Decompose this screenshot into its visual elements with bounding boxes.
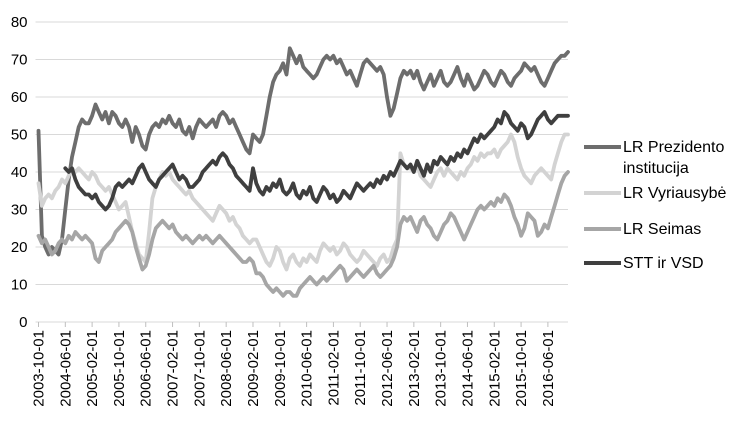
x-axis-tick-label: 2010-06-01 (299, 330, 316, 407)
series-line-stt-ir-vsd (63, 110, 570, 212)
x-axis-tick-label: 2012-06-01 (379, 330, 396, 407)
y-axis-tick-label: 40 (11, 164, 28, 181)
series-line-lr-prezidento-institucija (36, 46, 570, 257)
x-axis-tick-label: 2006-06-01 (138, 330, 155, 407)
x-axis-tick-label: 2013-02-01 (406, 330, 423, 407)
x-axis-tick-label: 2016-06-01 (540, 330, 557, 407)
x-axis-tick-label: 2015-02-01 (486, 330, 503, 407)
x-axis-tick-label: 2014-06-01 (459, 330, 476, 407)
x-axis-tick-label: 2008-06-01 (218, 330, 235, 407)
series-line-lr-seimas (36, 170, 570, 298)
y-axis-tick-label: 50 (11, 127, 28, 144)
y-axis-tick-label: 70 (11, 52, 28, 69)
x-axis-tick-label: 2005-02-01 (84, 330, 101, 407)
x-axis-tick-label: 2009-10-01 (272, 330, 289, 407)
x-axis-tick-label: 2004-06-01 (57, 330, 74, 407)
y-axis-tick-label: 0 (19, 314, 27, 331)
x-axis-tick-label: 2007-02-01 (165, 330, 182, 407)
x-axis-tick-label: 2007-10-01 (191, 330, 208, 407)
y-axis-tick-label: 30 (11, 202, 28, 219)
x-axis-tick-label: 2015-10-01 (513, 330, 530, 407)
x-axis-tick-label: 2005-10-01 (111, 330, 128, 407)
x-axis-tick-label: 2011-10-01 (352, 330, 369, 406)
y-axis-tick-label: 80 (11, 14, 28, 31)
series-line-lr-vyriausyb- (36, 132, 570, 272)
x-axis-tick-label: 2013-10-01 (433, 330, 450, 407)
x-axis-tick-label: 2003-10-01 (31, 330, 48, 407)
x-axis-tick-label: 2011-02-01 (325, 330, 342, 406)
x-axis-tick-label: 2009-02-01 (245, 330, 262, 407)
y-axis-tick-label: 20 (11, 239, 28, 256)
y-axis-tick-label: 60 (11, 89, 28, 106)
y-axis-tick-label: 10 (11, 277, 28, 294)
